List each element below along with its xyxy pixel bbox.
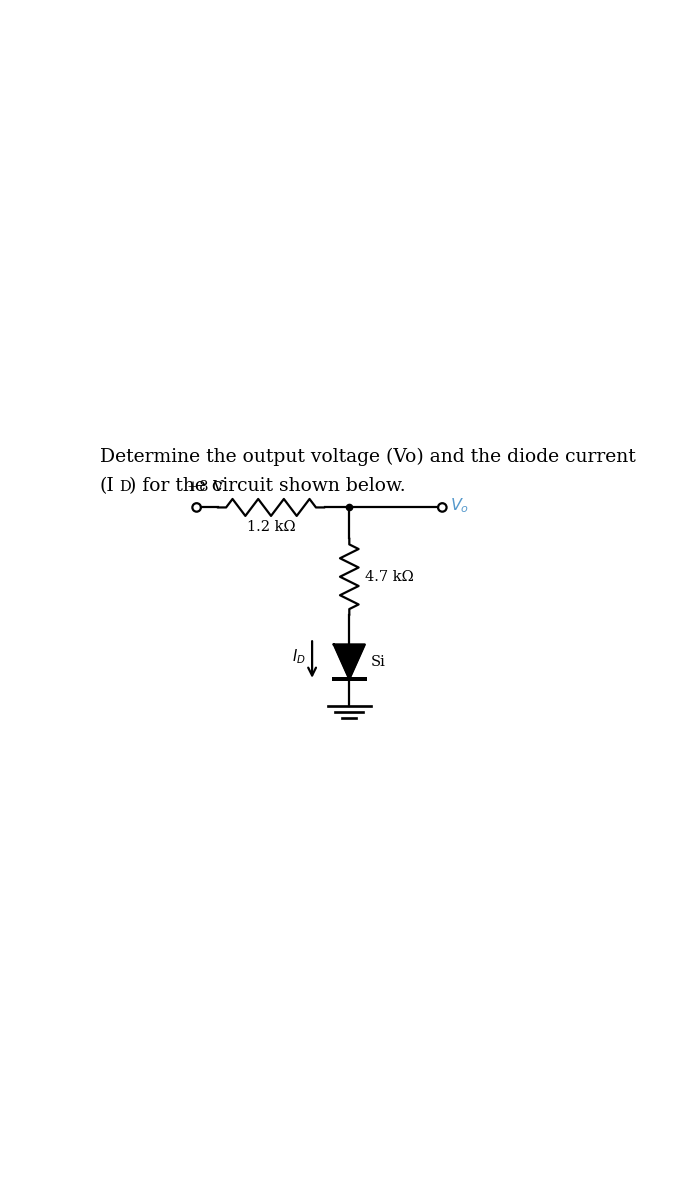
Text: $I_D$: $I_D$ <box>293 647 306 666</box>
Polygon shape <box>334 644 365 679</box>
Text: ) for the circuit shown below.: ) for the circuit shown below. <box>129 476 406 494</box>
Text: (I: (I <box>100 476 115 494</box>
Text: Si: Si <box>371 655 386 668</box>
Text: 4.7 kΩ: 4.7 kΩ <box>365 570 414 583</box>
Text: Determine the output voltage (Vo) and the diode current: Determine the output voltage (Vo) and th… <box>100 448 636 467</box>
Text: 1.2 kΩ: 1.2 kΩ <box>247 520 295 534</box>
Text: $V_o$: $V_o$ <box>450 497 469 515</box>
Text: +8 V: +8 V <box>187 480 224 493</box>
Text: D: D <box>119 480 131 493</box>
